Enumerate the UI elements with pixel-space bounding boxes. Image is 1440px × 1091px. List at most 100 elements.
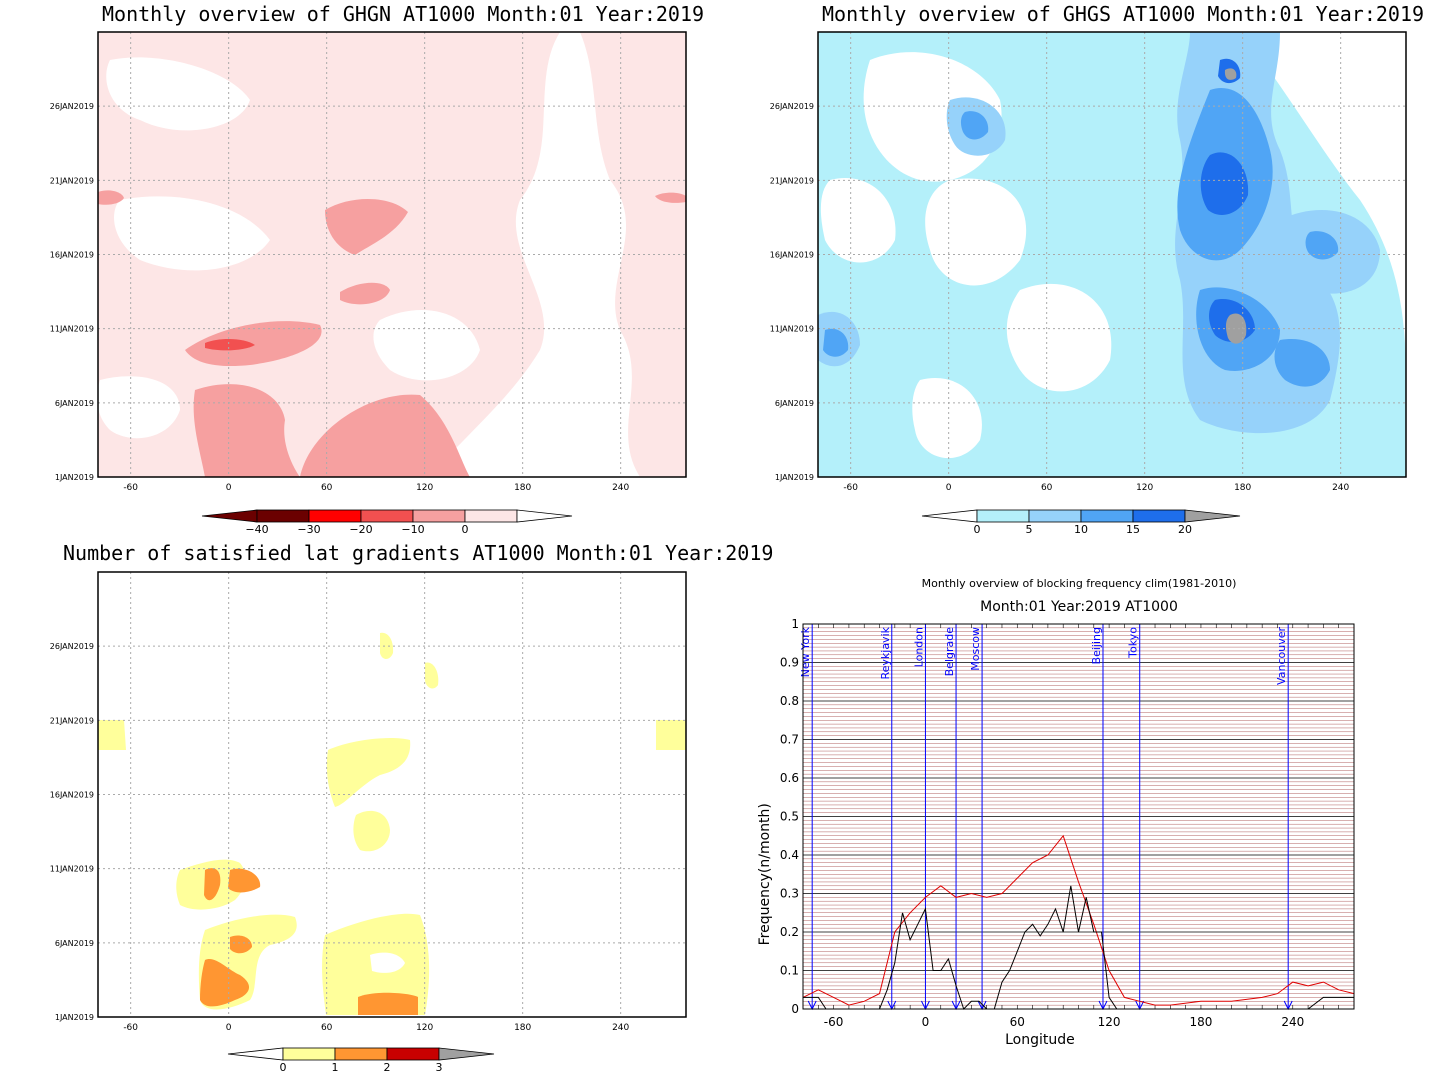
ghgs-x-tick: 180 <box>1234 483 1251 493</box>
ghgn-title: Monthly overview of GHGN AT1000 Month:01… <box>102 2 705 26</box>
ghgs-contour-16 <box>823 328 849 357</box>
ghgs-colorbar-swatch <box>976 509 1030 523</box>
ghgs-x-tick: 120 <box>1136 483 1153 493</box>
ghgn-x-tick: 0 <box>226 483 232 493</box>
ghgn-y-tick: 11JAN2019 <box>50 325 94 334</box>
ghgs-contour-2 <box>925 178 1027 286</box>
ghgn-colorbar-swatch <box>464 509 518 523</box>
ghgn-contour-9 <box>325 198 408 255</box>
latgrad-colorbar-label: 3 <box>436 1061 443 1074</box>
ghgs-colorbar-over <box>1184 509 1241 523</box>
ghgn-contour-11 <box>98 190 124 205</box>
blocking-y-tick: 0.1 <box>780 964 799 978</box>
latgrad-y-tick: 1JAN2019 <box>55 1013 94 1022</box>
blocking-y-tick: 0.4 <box>780 848 799 862</box>
ghgn-y-tick: 6JAN2019 <box>55 399 94 408</box>
latgrad-colorbar-label: 2 <box>384 1061 391 1074</box>
latgrad-colorbar-label: 1 <box>332 1061 339 1074</box>
blocking-y-tick: 0 <box>791 1002 799 1016</box>
ghgs-title: Monthly overview of GHGS AT1000 Month:01… <box>822 2 1425 26</box>
latgrad-frame <box>97 571 687 1018</box>
ghgn-colorbar-label: −30 <box>297 523 320 536</box>
blocking-x-tick: 240 <box>1281 1015 1304 1029</box>
ghgs-y-tick: 26JAN2019 <box>770 102 814 111</box>
latgrad-colorbar-label: 0 <box>280 1061 287 1074</box>
ghgn-colorbar-label: 0 <box>462 523 469 536</box>
latgrad-contour-9 <box>204 868 221 901</box>
latgrad-x-tick: 120 <box>416 1023 433 1033</box>
latgrad-y-tick: 16JAN2019 <box>50 791 94 800</box>
ghgs-contour-3 <box>820 178 896 263</box>
ghgn-contour-4 <box>373 310 480 381</box>
latgrad-contour-2 <box>380 632 394 659</box>
blocking-y-tick: 0.5 <box>780 810 799 824</box>
blocking-x-tick: 120 <box>1098 1015 1121 1029</box>
ghgs-y-tick: 11JAN2019 <box>770 325 814 334</box>
blocking-ylabel: Frequency(n/month) <box>757 803 773 945</box>
ghgs-contour-17 <box>1200 152 1249 215</box>
blocking-x-tick: -60 <box>824 1015 844 1029</box>
blocking-x-tick: 60 <box>1010 1015 1025 1029</box>
ghgs-contour-14 <box>1305 231 1339 260</box>
ghgn-colorbar-over <box>516 509 573 523</box>
ghgn-contour-2 <box>106 57 250 131</box>
blocking-x-tick: 180 <box>1189 1015 1212 1029</box>
blocking-y-tick: 1 <box>791 617 799 631</box>
city-label: Belgrade <box>943 627 956 677</box>
ghgs-x-tick: 60 <box>1041 483 1053 493</box>
ghgs-colorbar-label: 0 <box>974 523 981 536</box>
latgrad-colorbar-swatch <box>386 1047 440 1061</box>
ghgs-colorbar-swatch <box>1028 509 1082 523</box>
latgrad-contour-14 <box>370 952 405 973</box>
ghgs-contour-13 <box>1274 339 1330 387</box>
ghgn-x-tick: 60 <box>321 483 333 493</box>
ghgs-colorbar-label: 10 <box>1074 523 1088 536</box>
latgrad-contour-5 <box>353 810 390 852</box>
city-label: Reykjavik <box>879 626 892 679</box>
ghgs-contour-20 <box>1225 313 1247 344</box>
latgrad-title: Number of satisfied lat gradients AT1000… <box>63 541 774 565</box>
ghgs-contour-15 <box>960 111 989 140</box>
ghgn-colorbar-label: −20 <box>349 523 372 536</box>
latgrad-contour-10 <box>228 868 261 893</box>
latgrad-y-tick: 11JAN2019 <box>50 865 94 874</box>
ghgn-y-tick: 26JAN2019 <box>50 102 94 111</box>
blocking-frame <box>802 623 1355 1010</box>
ghgn-contour-13 <box>205 339 255 351</box>
ghgn-colorbar-swatch <box>256 509 310 523</box>
ghgn-contour-12 <box>655 192 686 203</box>
latgrad-y-tick: 21JAN2019 <box>50 716 94 725</box>
latgrad-contour-1 <box>656 720 686 750</box>
latgrad-x-tick: 240 <box>612 1023 629 1033</box>
ghgn-colorbar-under <box>201 509 258 523</box>
latgrad-colorbar-swatch <box>282 1047 336 1061</box>
latgrad-contour-12 <box>200 958 250 1007</box>
blocking-xlabel: Longitude <box>1005 1032 1075 1048</box>
blocking-y-tick: 0.9 <box>780 656 799 670</box>
ghgs-x-tick: 240 <box>1332 483 1349 493</box>
ghgs-colorbar-swatch <box>1080 509 1134 523</box>
observed-line <box>803 885 1354 1010</box>
latgrad-heatmap: -60 0 60 120 180 2401JAN20196JAN201911JAN2019… <box>50 571 687 1074</box>
ghgn-contour-3 <box>114 196 270 271</box>
ghgs-contour-21 <box>1224 68 1237 80</box>
latgrad-y-tick: 26JAN2019 <box>50 642 94 651</box>
ghgs-x-tick: -60 <box>843 483 858 493</box>
ghgn-contour-7 <box>300 394 470 477</box>
ghgs-colorbar-label: 5 <box>1026 523 1033 536</box>
ghgn-colorbar-swatch <box>308 509 362 523</box>
ghgn-colorbar-swatch <box>360 509 414 523</box>
city-label: Moscow <box>969 627 982 671</box>
ghgs-x-tick: 0 <box>946 483 952 493</box>
ghgn-contour-8 <box>185 321 322 367</box>
ghgs-y-tick: 1JAN2019 <box>775 473 814 482</box>
latgrad-x-tick: 0 <box>226 1023 232 1033</box>
ghgs-y-tick: 21JAN2019 <box>770 176 814 185</box>
latgrad-contour-0 <box>98 720 126 750</box>
ghgn-heatmap: -60 0 60 120 180 240 1JAN2019 6JAN2019 11JAN2019… <box>50 31 687 536</box>
ghgs-heatmap: -60 0 60 120 180 240 1JAN2019 6JAN2019 11JAN2019… <box>770 31 1407 536</box>
latgrad-contour-3 <box>425 662 439 689</box>
ghgn-contour-5 <box>97 376 180 439</box>
latgrad-contour-13 <box>358 992 418 1015</box>
ghgn-colorbar-label: −10 <box>401 523 424 536</box>
